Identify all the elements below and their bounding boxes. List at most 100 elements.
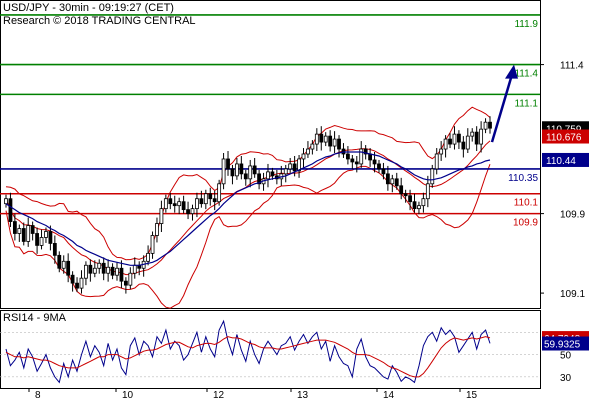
candle-body [66,260,71,276]
projection-arrow-shaft [490,74,514,143]
level-label-109-9: 109.9 [513,218,538,229]
candle-body [61,260,66,269]
candle-body [408,195,412,203]
candle [61,255,66,274]
candle-body [39,237,44,246]
candle-body [288,163,293,170]
candle [332,131,337,154]
level-label-110-35: 110.35 [508,173,538,184]
candle [448,133,452,149]
candle-body [44,231,48,238]
candle-body [208,193,213,200]
candle-body [8,198,13,222]
candle-body [488,121,492,129]
candle-body [434,153,439,170]
level-label-110-1: 110.1 [514,198,539,209]
candle [30,221,35,241]
price-tag-value: 110.44 [546,156,576,167]
candle [115,262,119,281]
candle [434,148,439,175]
candle-body [123,280,128,286]
candle [412,193,417,213]
candle-body [132,264,137,274]
candle-body [399,185,404,195]
candle-body [310,143,315,150]
candle [177,197,182,215]
candle [217,179,222,206]
candle [301,148,306,168]
candle [230,164,235,185]
candle [66,253,71,283]
candle [181,195,186,214]
candle-body [110,266,115,276]
candle [381,162,386,180]
candle-body [12,221,17,234]
candle [137,261,142,276]
candle [452,126,457,150]
candle-body [390,178,395,185]
candle-body [430,168,435,185]
time-axis-label: 13 [297,390,309,400]
candle-body [337,138,341,150]
candle [57,251,62,273]
candle [106,259,111,282]
candle [17,224,22,242]
candle [257,169,262,190]
candle-body [252,165,257,175]
rsi-axis-label: 50 [560,351,572,362]
candle [421,192,426,213]
candle [377,159,381,173]
candle [132,257,137,279]
candle [319,126,324,151]
candle-body [79,277,84,289]
candle-body [52,243,57,256]
candle [394,172,399,190]
candle-body [234,163,239,177]
candle-body [270,171,275,177]
candle [101,257,106,281]
candle-body [115,267,119,276]
candle-body [425,183,430,200]
time-axis-label: 12 [213,390,225,400]
candle-body [346,153,350,160]
candle [314,128,319,152]
candle-body [266,171,270,180]
candle [234,157,239,180]
candle-body [332,138,337,147]
candle [488,116,492,134]
candle [52,235,57,264]
candle [417,201,421,215]
candle-body [172,203,177,207]
time-axis-label: 10 [122,390,134,400]
candle [252,157,257,178]
candle [337,135,341,158]
candle-body [146,252,150,262]
candle [146,245,150,266]
candle-body [306,148,310,155]
candle-body [403,193,408,197]
candle-body [248,165,253,180]
candle [385,165,390,191]
candle-body [92,267,97,274]
candle [186,201,190,220]
candle [168,192,173,210]
candle [48,225,53,251]
candle-body [457,133,461,143]
candle-body [372,159,377,165]
candle [8,192,13,228]
candle [39,229,44,250]
candle [323,132,328,147]
candle [425,175,430,208]
candle [163,194,168,213]
candle [341,143,346,158]
candle-body [168,198,173,205]
candle-body [359,148,364,165]
candle [483,118,488,134]
price-tag-box [542,152,589,167]
candle-body [381,168,386,175]
level-label-111-9: 111.9 [514,19,538,30]
candle-body [221,158,226,185]
price-axis-label: 109.1 [560,289,585,300]
candle [461,136,466,158]
candle-body [257,173,262,185]
